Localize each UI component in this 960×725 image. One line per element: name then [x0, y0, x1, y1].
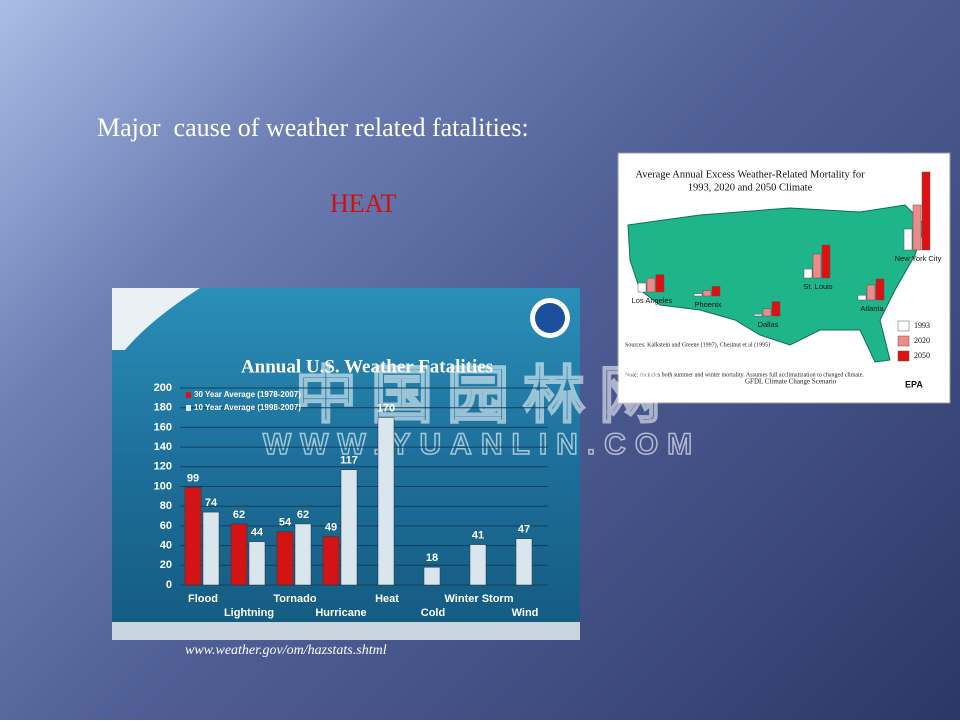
- y-tick-label: 140: [154, 441, 172, 453]
- bar: [753, 313, 763, 317]
- bar: [423, 567, 441, 586]
- decor: [112, 288, 200, 350]
- value-label: 117: [340, 455, 358, 467]
- y-tick-label: 0: [166, 579, 172, 591]
- bar: [821, 244, 831, 279]
- legend-label: 10 Year Average (1998-2007): [194, 403, 301, 412]
- legend-label: 2020: [914, 336, 930, 345]
- bar: [377, 417, 395, 586]
- legend-swatch: [897, 350, 910, 362]
- y-tick-label: 40: [160, 540, 172, 552]
- value-label: 47: [518, 524, 530, 536]
- bar: [294, 523, 312, 586]
- logo: [535, 303, 565, 333]
- bar: [875, 278, 885, 301]
- city-label: Los Angeles: [632, 296, 673, 305]
- value-label: 44: [251, 527, 264, 539]
- bar: [903, 228, 913, 251]
- x-tick-label: Winter Storm: [445, 593, 514, 605]
- y-tick-label: 180: [154, 402, 172, 414]
- x-tick-label: Heat: [375, 593, 399, 605]
- chart-footer: [112, 622, 580, 640]
- value-label: 49: [325, 522, 337, 534]
- bar: [276, 531, 294, 586]
- highlight: HEAT: [330, 189, 397, 218]
- map-subtitle: 1993, 2020 and 2050 Climate: [688, 182, 813, 193]
- city-label: New York City: [895, 254, 942, 263]
- value-label: 62: [233, 509, 245, 521]
- value-label: 54: [279, 517, 292, 529]
- x-tick-label: Hurricane: [315, 607, 366, 619]
- bar: [771, 301, 781, 317]
- bar: [912, 204, 922, 251]
- value-label: 41: [472, 530, 484, 542]
- value-label: 99: [187, 472, 199, 484]
- bar: [762, 308, 772, 317]
- city-label: Phoenix: [694, 300, 721, 309]
- legend-swatch: [186, 405, 191, 411]
- legend-label: 2050: [914, 351, 930, 360]
- bar: [646, 277, 656, 293]
- legend-swatch: [897, 320, 910, 332]
- bar: [202, 511, 220, 586]
- bar: [921, 171, 931, 251]
- y-tick-label: 20: [160, 559, 172, 571]
- map-source: Sources: Kalkstein and Greene (1997), Ch…: [625, 341, 770, 348]
- us-map: [627, 204, 926, 363]
- bar: [469, 544, 487, 586]
- bar: [812, 253, 822, 279]
- value-label: 170: [377, 402, 395, 414]
- slide-title: Major cause of weather related fatalitie…: [97, 113, 529, 142]
- legend-label: 30 Year Average (1978-2007): [194, 390, 301, 399]
- map-agency: EPA: [905, 379, 923, 389]
- city-label: St. Louis: [803, 282, 832, 291]
- x-tick-label: Flood: [188, 593, 218, 605]
- y-tick-label: 160: [154, 421, 172, 433]
- map-note: Note: Includes both summer and winter mo…: [625, 371, 864, 378]
- bar: [655, 274, 665, 293]
- x-tick-label: Wind: [512, 607, 539, 619]
- value-label: 62: [297, 509, 309, 521]
- chart-title: Annual U.S. Weather Fatalities: [241, 356, 493, 377]
- city-label: Atlanta: [860, 304, 884, 313]
- legend-swatch: [897, 335, 910, 347]
- x-tick-label: Lightning: [224, 607, 274, 619]
- y-tick-label: 200: [154, 382, 172, 394]
- watermark-url: WWW.YUANLIN.COM: [263, 428, 701, 461]
- bar: [340, 469, 358, 586]
- source-link: www.weather.gov/om/hazstats.shtml: [185, 643, 387, 658]
- x-tick-label: Cold: [421, 607, 445, 619]
- x-tick-label: Tornado: [273, 593, 316, 605]
- bar: [322, 536, 340, 586]
- bar: [637, 282, 647, 293]
- y-tick-label: 80: [160, 500, 172, 512]
- watermark: 中国园林网: [295, 361, 675, 430]
- map-scenario: GFDL Climate Change Scenario: [745, 378, 837, 386]
- bar: [248, 541, 266, 586]
- city-label: Dallas: [758, 320, 779, 329]
- value-label: 18: [426, 552, 438, 564]
- bar: [857, 294, 867, 301]
- bar: [230, 523, 248, 586]
- y-tick-label: 120: [154, 461, 172, 473]
- bar: [693, 293, 703, 297]
- y-tick-label: 60: [160, 520, 172, 532]
- legend-label: 1993: [914, 321, 930, 330]
- bar: [866, 284, 876, 301]
- bar: [515, 538, 533, 586]
- value-label: 74: [205, 497, 218, 509]
- bar: [803, 268, 813, 279]
- bar: [702, 290, 712, 297]
- bar: [711, 286, 721, 297]
- legend-swatch: [186, 392, 191, 398]
- y-tick-label: 100: [154, 480, 172, 492]
- map-title: Average Annual Excess Weather-Related Mo…: [635, 169, 865, 180]
- bar: [184, 487, 202, 586]
